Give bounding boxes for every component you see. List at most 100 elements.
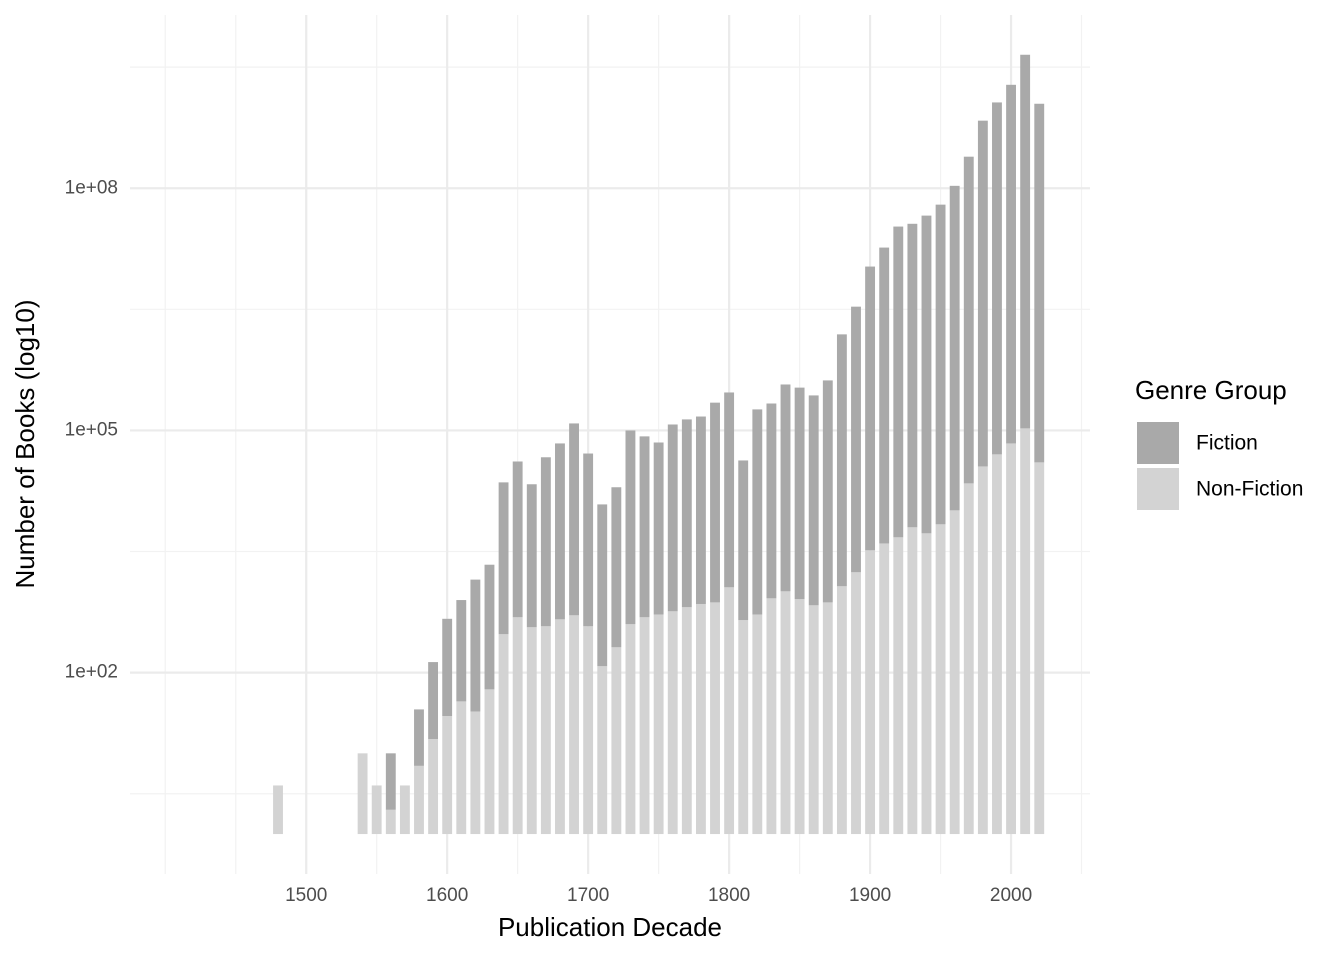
bar-segment	[611, 647, 622, 835]
bar-segment	[724, 587, 735, 835]
legend-label: Non-Fiction	[1196, 478, 1303, 501]
bar-segment	[498, 634, 509, 835]
bar-segment	[836, 334, 847, 587]
bar-segment	[385, 809, 396, 835]
bar-segment	[935, 204, 946, 525]
bar-segment	[963, 156, 974, 484]
bar-segment	[456, 701, 467, 835]
bar-segment	[752, 614, 763, 835]
bar-segment	[667, 611, 678, 835]
bar-segment	[780, 384, 791, 592]
bar-segment	[470, 579, 481, 712]
bar-segment	[428, 662, 439, 740]
bar-segment	[1020, 54, 1031, 429]
y-axis-title: Number of Books (log10)	[10, 299, 40, 588]
bar-segment	[949, 510, 960, 835]
bar-segment	[879, 247, 890, 544]
y-tick-label: 1e+02	[65, 662, 118, 683]
bar-segment	[752, 409, 763, 615]
bar-segment	[879, 543, 890, 835]
bar-segment	[597, 666, 608, 835]
legend-key	[1137, 422, 1179, 464]
bar-segment	[428, 739, 439, 835]
bar-segment	[851, 306, 861, 573]
bar-segment	[992, 102, 1002, 455]
bar-segment	[738, 460, 749, 621]
bar-segment	[977, 466, 988, 835]
bar-segment	[569, 423, 579, 616]
bar-segment	[681, 607, 692, 835]
bar-segment	[822, 602, 833, 835]
bar-segment	[977, 120, 988, 467]
bar-segment	[893, 226, 904, 538]
bar-segment	[1034, 103, 1045, 463]
bar-segment	[456, 600, 467, 702]
bar-segment	[681, 419, 692, 608]
bar-segment	[526, 627, 537, 835]
bar-segment	[921, 533, 932, 835]
bar-segment	[865, 550, 876, 835]
bar-segment	[442, 618, 453, 716]
bar-segment	[555, 443, 565, 620]
bar-segment	[992, 454, 1002, 835]
bar-segment	[766, 403, 777, 599]
bar-segment	[949, 185, 960, 511]
bar-segment	[639, 436, 650, 618]
bar-segment	[414, 709, 424, 766]
x-tick-label: 1500	[285, 885, 327, 906]
bar-segment	[1034, 462, 1045, 835]
bar-segment	[921, 215, 932, 534]
bar-segment	[470, 711, 481, 835]
bar-segment	[385, 753, 396, 810]
bar-segment	[963, 483, 974, 835]
bar-segment	[695, 416, 706, 604]
bar-segment	[569, 615, 579, 835]
bar-segment	[357, 753, 368, 835]
bar-segment	[667, 424, 678, 612]
bar-segment	[512, 461, 523, 618]
bar-segment	[794, 387, 805, 600]
legend-title: Genre Group	[1135, 375, 1287, 405]
bar-segment	[822, 380, 833, 603]
bar-segment	[273, 785, 283, 835]
bar-segment	[512, 617, 523, 835]
bar-segment	[484, 689, 495, 835]
bar-segment	[625, 430, 636, 625]
y-tick-label: 1e+05	[65, 419, 118, 440]
bar-segment	[907, 223, 918, 528]
x-tick-label: 1600	[426, 885, 468, 906]
bar-segment	[555, 619, 565, 835]
x-tick-label: 1900	[849, 885, 891, 906]
x-tick-label: 1700	[567, 885, 609, 906]
bar-segment	[808, 395, 819, 606]
bar-segment	[1006, 443, 1016, 835]
y-tick-label: 1e+08	[65, 177, 118, 198]
bar-segment	[371, 785, 382, 835]
bar-segment	[780, 591, 791, 835]
x-tick-label: 2000	[990, 885, 1032, 906]
x-axis-title: Publication Decade	[498, 912, 722, 942]
bar-segment	[583, 453, 594, 627]
bar-segment	[893, 537, 904, 835]
bar-segment	[526, 484, 537, 628]
bar-segment	[907, 527, 918, 835]
bar-segment	[625, 624, 636, 835]
bar-segment	[710, 402, 720, 603]
bar-segment	[484, 564, 495, 690]
bar-segment	[653, 614, 664, 835]
bar-segment	[695, 603, 706, 835]
bar-segment	[639, 617, 650, 835]
bar-segment	[851, 572, 861, 835]
bar-segment	[399, 785, 410, 835]
bar-segment	[442, 715, 453, 835]
bar-segment	[1006, 84, 1016, 444]
bar-segment	[414, 765, 424, 835]
bar-segment	[724, 392, 735, 588]
bar-segment	[1020, 428, 1031, 835]
legend-key	[1137, 468, 1179, 510]
bar-segment	[498, 482, 509, 635]
bar-segment	[738, 620, 749, 835]
legend-label: Fiction	[1196, 432, 1258, 455]
x-tick-label: 1800	[708, 885, 750, 906]
